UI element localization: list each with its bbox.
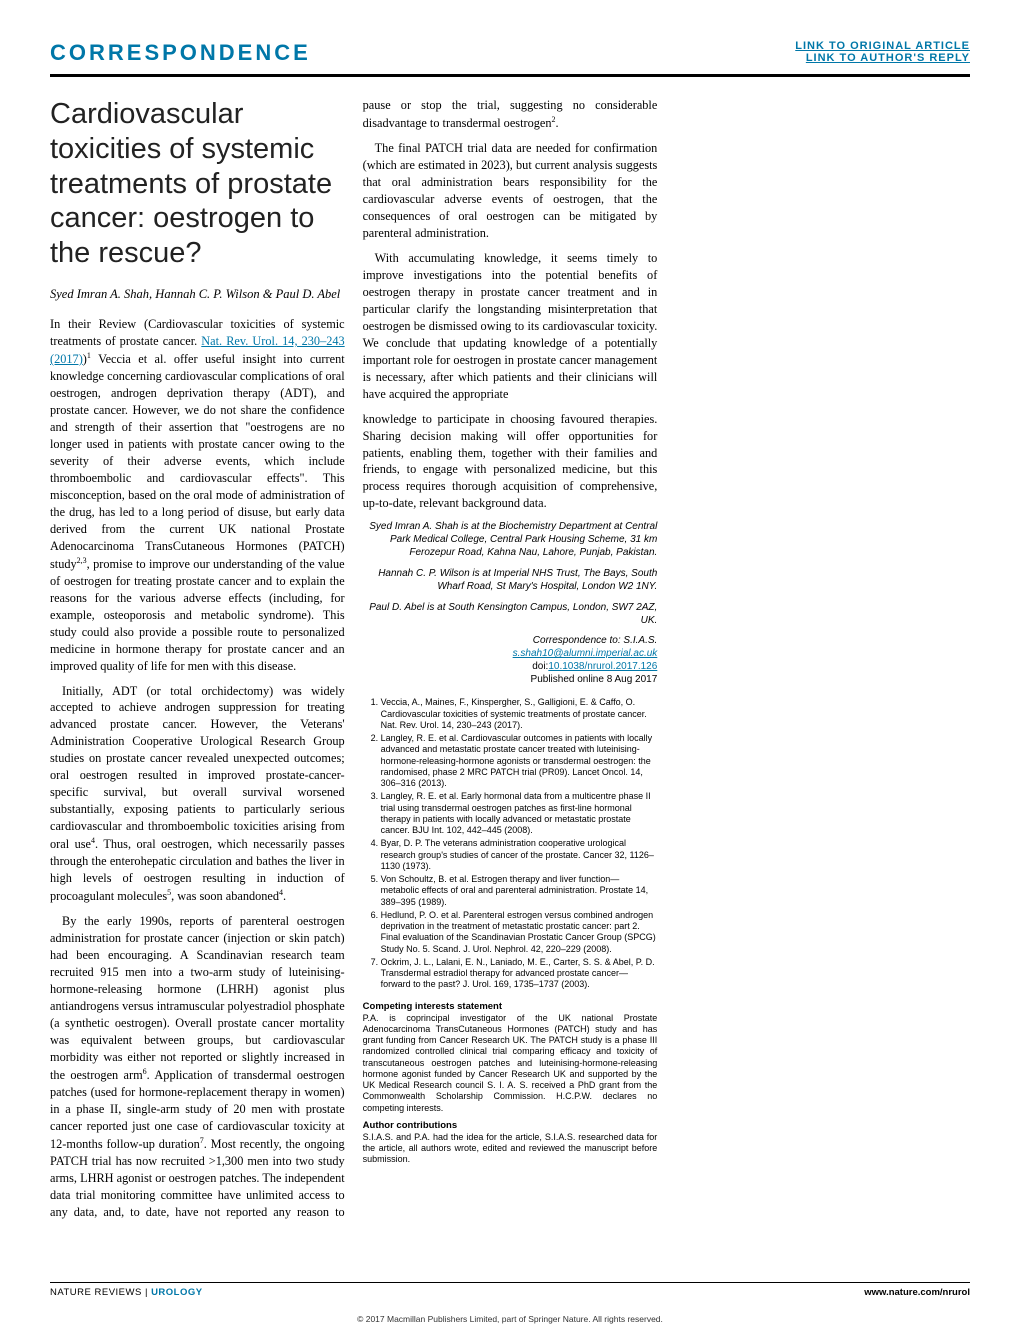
reference-item: Ockrim, J. L., Lalani, E. N., Laniado, M… — [381, 957, 658, 991]
correspondence-email: s.shah10@alumni.imperial.ac.uk — [363, 648, 658, 659]
doi-link[interactable]: 10.1038/nrurol.2017.126 — [548, 661, 657, 672]
affiliation-2: Hannah C. P. Wilson is at Imperial NHS T… — [363, 567, 658, 593]
article-authors: Syed Imran A. Shah, Hannah C. P. Wilson … — [50, 287, 345, 302]
competing-interests-head: Competing interests statement — [363, 1001, 658, 1012]
paragraph-6: knowledge to participate in choosing fav… — [363, 411, 658, 513]
p1-text-c: , promise to improve our understanding o… — [50, 557, 345, 673]
paragraph-2: Initially, ADT (or total orchidectomy) w… — [50, 683, 345, 906]
doi-label: doi: — [532, 661, 548, 672]
article-title: Cardiovascular toxicities of systemic tr… — [50, 97, 345, 271]
link-authors-reply[interactable]: LINK TO AUTHOR'S REPLY — [806, 52, 970, 64]
reference-list: Veccia, A., Maines, F., Kinspergher, S.,… — [363, 697, 658, 990]
page-header: CORRESPONDENCE LINK TO ORIGINAL ARTICLE … — [50, 40, 970, 77]
p2-text-a: Initially, ADT (or total orchidectomy) w… — [50, 684, 345, 852]
affiliation-3: Paul D. Abel is at South Kensington Camp… — [363, 601, 658, 627]
p3-text-a: By the early 1990s, reports of parentera… — [50, 914, 345, 1082]
p2-text-c: , was soon abandoned — [171, 889, 279, 903]
article-columns: Cardiovascular toxicities of systemic tr… — [50, 97, 970, 1247]
p1-text-b: Veccia et al. offer useful insight into … — [50, 352, 345, 571]
reference-item: Langley, R. E. et al. Early hormonal dat… — [381, 791, 658, 836]
section-label: CORRESPONDENCE — [50, 40, 311, 66]
p2-text-d: . — [283, 889, 286, 903]
correspondence-label: Correspondence to: S.I.A.S. — [363, 635, 658, 646]
reference-item: Hedlund, P. O. et al. Parenteral estroge… — [381, 910, 658, 955]
footer-left: NATURE REVIEWS | UROLOGY — [50, 1287, 203, 1298]
publication-date: Published online 8 Aug 2017 — [363, 674, 658, 685]
doi-line: doi:10.1038/nrurol.2017.126 — [363, 661, 658, 672]
author-contributions-body: S.I.A.S. and P.A. had the idea for the a… — [363, 1132, 658, 1166]
reference-item: Veccia, A., Maines, F., Kinspergher, S.,… — [381, 697, 658, 731]
footer-journal: UROLOGY — [151, 1287, 203, 1298]
paragraph-1: In their Review (Cardiovascular toxiciti… — [50, 316, 345, 675]
footer-prefix: NATURE REVIEWS | — [50, 1287, 151, 1298]
paragraph-5: With accumulating knowledge, it seems ti… — [363, 250, 658, 403]
email-link[interactable]: s.shah10@alumni.imperial.ac.uk — [513, 648, 658, 659]
reference-item: Langley, R. E. et al. Cardiovascular out… — [381, 733, 658, 789]
footer-url: www.nature.com/nrurol — [864, 1287, 970, 1298]
copyright-line: © 2017 Macmillan Publishers Limited, par… — [0, 1314, 1020, 1324]
footer-right: www.nature.com/nrurol — [864, 1287, 970, 1298]
link-original-article[interactable]: LINK TO ORIGINAL ARTICLE — [795, 40, 970, 52]
ref-sup: 2,3 — [77, 556, 87, 565]
page-footer: NATURE REVIEWS | UROLOGY www.nature.com/… — [50, 1282, 970, 1298]
author-contributions-head: Author contributions — [363, 1120, 658, 1131]
p3-text-d: . — [556, 116, 559, 130]
reference-item: Von Schoultz, B. et al. Estrogen therapy… — [381, 874, 658, 908]
reference-item: Byar, D. P. The veterans administration … — [381, 838, 658, 872]
header-links: LINK TO ORIGINAL ARTICLE LINK TO AUTHOR'… — [795, 40, 970, 64]
affiliation-1: Syed Imran A. Shah is at the Biochemistr… — [363, 520, 658, 559]
competing-interests-body: P.A. is coprincipal investigator of the … — [363, 1013, 658, 1114]
paragraph-4: The final PATCH trial data are needed fo… — [363, 140, 658, 242]
